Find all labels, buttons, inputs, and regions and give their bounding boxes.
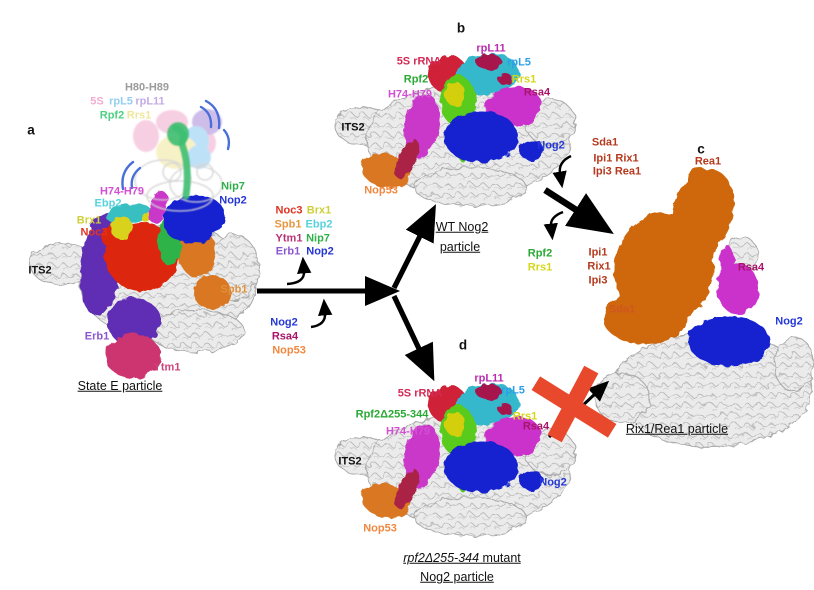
label-h74-h79: H74-H79 [385, 425, 431, 438]
label-ipi3: Ipi3 [588, 274, 608, 287]
label-nip7: Nip7 [221, 180, 245, 193]
label-rpf2: Rpf2 [99, 109, 125, 122]
arrow-b-to-c [543, 187, 614, 234]
panel-d-caption-line-1: rpf2Δ255-344 mutant [403, 552, 521, 565]
label-5s: 5S [90, 95, 104, 108]
label-spb1: Spb1 [220, 283, 248, 296]
label-its2: ITS2 [338, 455, 362, 468]
transition-main-released-noc3: Noc3 [275, 204, 303, 217]
transition-b_to_c-incorporated-ipi3-rea1: Ipi3 Rea1 [592, 165, 642, 178]
panel-d-caption-line-1-part-1: mutant [479, 550, 521, 565]
transition-main-released-ytm1: Ytm1 [275, 232, 303, 245]
pathway-arrows [257, 154, 614, 439]
label-ipi1: Ipi1 [588, 246, 608, 259]
transition-b_to_c-incorporated-sda1: Sda1 [591, 136, 619, 149]
incorporation-hook-main [310, 298, 333, 329]
label-h74-h79: H74-H79 [99, 185, 145, 198]
transition-main-released-nop2: Nop2 [306, 245, 334, 258]
panel-d-caption-line-1-part-0: rpf2Δ255-344 [403, 550, 480, 565]
label-its2: ITS2 [28, 264, 52, 277]
label-rsa4: Rsa4 [522, 420, 550, 433]
particle-state-e [29, 190, 259, 378]
label-rpl11: rpL11 [474, 372, 504, 385]
panel-b-caption-line-2: particle [439, 239, 481, 254]
incorporation-hook-b-c [552, 154, 572, 189]
label-rpl5: rpL5 [507, 56, 531, 69]
transition-main-released-nip7: Nip7 [306, 232, 330, 245]
panel-c-letter: c [697, 141, 705, 157]
label-nop53: Nop53 [363, 522, 397, 535]
release-hook-b-c [543, 210, 564, 241]
label-rrs1: Rrs1 [512, 410, 538, 423]
wobble-arcs [121, 99, 231, 191]
arrow-branch-up [391, 204, 436, 290]
label-nop53: Nop53 [364, 184, 398, 197]
label-its2: ITS2 [341, 121, 365, 134]
label-rix1: Rix1 [587, 260, 611, 273]
label-h80-h89: H80-H89 [124, 81, 170, 94]
label-ytm1: Ytm1 [153, 361, 181, 374]
panel-d-caption-line-2: Nog2 particle [420, 569, 494, 584]
particle-wt-nog2 [334, 53, 576, 207]
label-brx1: Brx1 [76, 214, 102, 227]
particle-rix1-rea1 [594, 168, 814, 448]
transition-main-released-spb1: Spb1 [274, 218, 302, 231]
label-sda1: Sda1 [608, 303, 636, 316]
panel-b-letter: b [456, 20, 466, 36]
label-rpf2-255-344: Rpf2Δ255-344 [355, 408, 429, 421]
label-rpl11: rpL11 [476, 42, 506, 55]
panel-a-letter: a [27, 122, 35, 138]
label-rpl11: rpL11 [135, 95, 165, 108]
label-rrs1: Rrs1 [126, 109, 152, 122]
label-rpl5: rpL5 [501, 384, 525, 397]
flexible-5s-rnp [133, 109, 223, 212]
transition-b_to_c-incorporated-ipi1-rix1: Ipi1 Rix1 [593, 152, 639, 165]
label-nog2: Nog2 [537, 139, 565, 152]
transition-b_to_c-released-rpf2: Rpf2 [527, 247, 553, 260]
transition-main-released-erb1: Erb1 [275, 245, 301, 258]
label-rpl5: rpL5 [109, 95, 133, 108]
label-rrs1: Rrs1 [511, 73, 537, 86]
release-hook-main [286, 256, 312, 286]
label-5s-rrna: 5S rRNA [396, 55, 442, 68]
label-rsa4: Rsa4 [737, 261, 765, 274]
label-rsa4: Rsa4 [523, 86, 551, 99]
label-5s-rrna: 5S rRNA [397, 387, 443, 400]
arrow-branch-down [391, 294, 435, 382]
transition-main-incorporated-nop53: Nop53 [272, 344, 306, 357]
red-x-mark [531, 365, 617, 443]
panel-c-caption-line-1: Rix1/Rea1 particle [625, 421, 729, 436]
transition-main-incorporated-nog2: Nog2 [270, 316, 298, 329]
transition-main-released-brx1: Brx1 [306, 204, 332, 217]
label-erb1: Erb1 [84, 330, 110, 343]
label-rpf2: Rpf2 [403, 73, 429, 86]
label-ebp2: Ebp2 [94, 197, 122, 210]
panel-a-caption-line-1: State E particle [77, 378, 163, 393]
transition-main-released-ebp2: Ebp2 [305, 218, 333, 231]
label-nop2: Nop2 [219, 194, 247, 207]
panel-b-caption-line-1: WT Nog2 [435, 219, 489, 234]
transition-b_to_c-released-rrs1: Rrs1 [527, 261, 553, 274]
label-rea1: Rea1 [694, 155, 722, 168]
label-nog2: Nog2 [539, 476, 567, 489]
transition-main-incorporated-rsa4: Rsa4 [271, 330, 299, 343]
label-nog2: Nog2 [775, 315, 803, 328]
label-h74-h79: H74-H79 [387, 88, 433, 101]
panel-d-letter: d [458, 337, 468, 353]
label-noc3: Noc3 [80, 226, 108, 239]
